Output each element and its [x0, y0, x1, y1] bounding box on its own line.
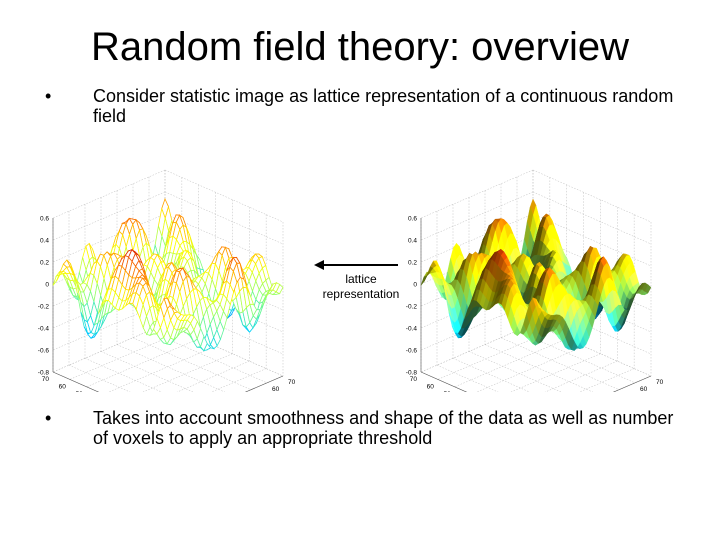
bullet-marker: • — [45, 86, 52, 106]
wireframe-surface-plot: 0.60.40.20-0.2-0.4-0.6-0.870605040302010… — [38, 169, 296, 392]
y-tick-label: 60 — [272, 386, 280, 392]
slide-title: Random field theory: overview — [90, 25, 630, 69]
x-tick-label: 50 — [75, 391, 83, 392]
bullet-text: Takes into account smoothness and shape … — [93, 408, 674, 448]
z-tick-label: 0.6 — [408, 216, 417, 223]
z-tick-label: -0.2 — [406, 304, 418, 311]
x-tick-label: 70 — [42, 376, 50, 383]
arrow-label-line2: representation — [322, 287, 400, 301]
axes-box: 0.60.40.20-0.2-0.4-0.6-0.870605040302010… — [38, 169, 296, 392]
y-tick-label: 70 — [288, 379, 296, 386]
left-arrow-icon — [314, 260, 398, 270]
x-tick-label: 70 — [410, 376, 418, 383]
z-tick-label: -0.8 — [406, 370, 418, 377]
z-tick-label: 0.4 — [408, 238, 417, 245]
x-tick-label: 60 — [59, 383, 67, 390]
z-tick-label: -0.2 — [38, 304, 50, 311]
bullet-text: Consider statistic image as lattice repr… — [93, 86, 674, 126]
z-tick-label: 0.2 — [40, 260, 49, 267]
z-tick-label: -0.4 — [406, 326, 418, 333]
z-tick-label: 0 — [413, 282, 417, 289]
z-tick-label: -0.8 — [38, 370, 50, 377]
arrow-label: lattice representation — [312, 272, 410, 302]
shaded-mesh — [420, 198, 652, 352]
z-tick-label: -0.6 — [406, 348, 418, 355]
wireframe-mesh — [52, 197, 284, 352]
arrow-label-line1: lattice — [345, 272, 377, 286]
x-tick-label: 60 — [427, 383, 435, 390]
y-tick-label: 70 — [656, 379, 664, 386]
z-tick-label: 0.6 — [40, 216, 49, 223]
z-tick-label: -0.6 — [38, 348, 50, 355]
y-tick-label: 60 — [640, 386, 648, 392]
z-tick-label: 0.4 — [40, 238, 49, 245]
x-tick-label: 50 — [443, 391, 451, 392]
z-tick-label: -0.4 — [38, 326, 50, 333]
z-tick-label: 0.2 — [408, 260, 417, 267]
shaded-surface-plot: 0.60.40.20-0.2-0.4-0.6-0.870605040302010… — [406, 169, 664, 392]
z-tick-label: 0 — [45, 282, 49, 289]
bullet-marker: • — [45, 408, 52, 428]
